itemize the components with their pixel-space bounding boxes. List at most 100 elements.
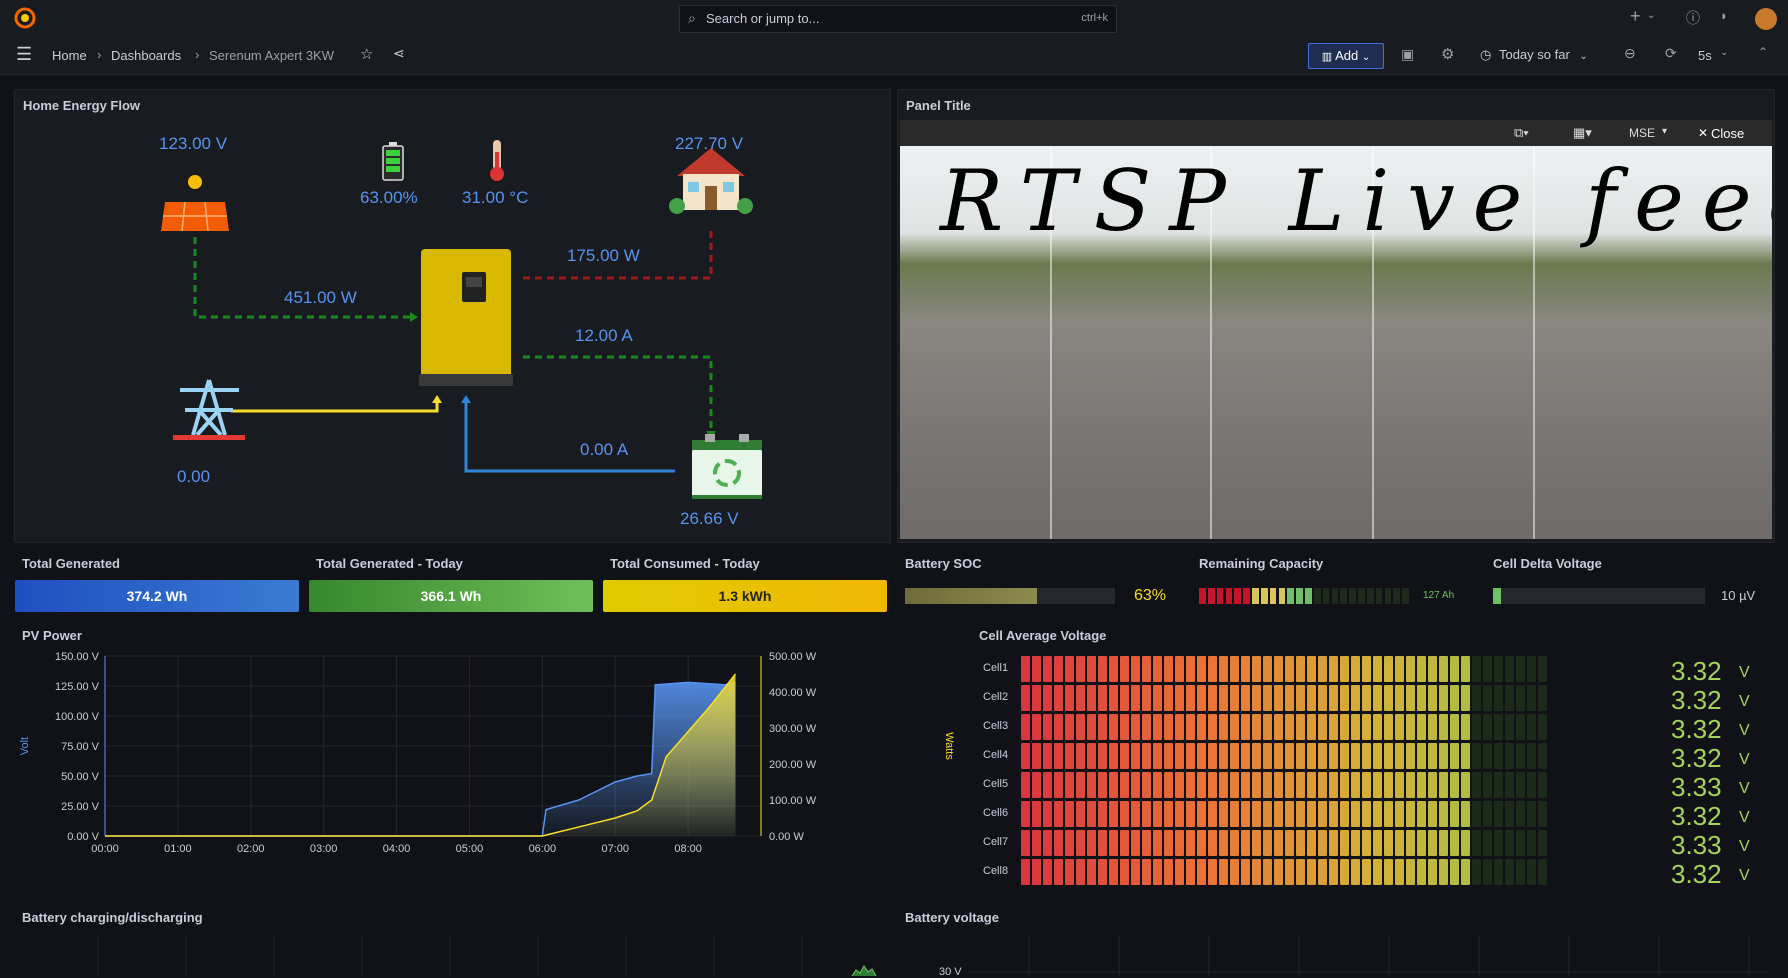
- cell-segment: [1373, 830, 1382, 856]
- cell-segment: [1197, 656, 1206, 682]
- camera-feed[interactable]: RTSP Live feed: [900, 146, 1772, 539]
- search-input[interactable]: ⌕ Search or jump to... ctrl+k: [679, 5, 1117, 33]
- cell-segment: [1395, 656, 1404, 682]
- stream-mode-select[interactable]: MSE: [1629, 126, 1656, 140]
- new-plus-icon[interactable]: +: [1630, 6, 1641, 26]
- cell-segment: [1340, 830, 1349, 856]
- cell-segment: [1087, 859, 1096, 885]
- layout-grid-icon[interactable]: ▦▾: [1573, 125, 1592, 140]
- cell-segment: [1054, 714, 1063, 740]
- cell-segment: [1307, 685, 1316, 711]
- save-icon[interactable]: ▣: [1401, 46, 1415, 62]
- cell-segment: [1450, 685, 1459, 711]
- capacity-segment: [1402, 588, 1409, 604]
- cell-segment: [1373, 714, 1382, 740]
- cell-segment: [1362, 859, 1371, 885]
- collapse-chevron-up-icon[interactable]: ⌃: [1758, 45, 1769, 59]
- chevron-down-icon[interactable]: ▾: [1662, 126, 1668, 137]
- close-button[interactable]: Close: [1711, 126, 1745, 141]
- cell-segment: [1351, 830, 1360, 856]
- cell-segment: [1527, 714, 1536, 740]
- cell-segment: [1241, 859, 1250, 885]
- cell-segment: [1142, 743, 1151, 769]
- add-button[interactable]: ▥ Add ⌄: [1308, 43, 1384, 69]
- cell-segment: [1527, 772, 1536, 798]
- close-icon[interactable]: ✕: [1698, 126, 1709, 140]
- cell-label: Cell5: [983, 778, 1009, 790]
- breadcrumb-dashboards[interactable]: Dashboards: [111, 48, 182, 63]
- cell-segment: [1208, 714, 1217, 740]
- cell-segment: [1252, 743, 1261, 769]
- cell-segment: [1219, 801, 1228, 827]
- cell-segment: [1340, 743, 1349, 769]
- x-tick-label: 05:00: [456, 843, 484, 855]
- star-icon[interactable]: ☆: [360, 46, 374, 63]
- refresh-icon[interactable]: ⟳: [1665, 45, 1677, 61]
- cell-segment: [1219, 772, 1228, 798]
- news-rss-icon[interactable]: ◗: [1720, 8, 1728, 23]
- grafana-logo-icon[interactable]: [14, 7, 36, 29]
- breadcrumb-home[interactable]: Home: [52, 48, 87, 63]
- cell-segment: [1417, 772, 1426, 798]
- cell-segment: [1208, 685, 1217, 711]
- capacity-segment: [1366, 588, 1374, 604]
- user-avatar[interactable]: [1755, 8, 1777, 30]
- chevron-down-icon[interactable]: ⌄: [1720, 47, 1729, 58]
- clock-icon: ◷: [1480, 47, 1492, 62]
- battery-icon: [692, 434, 762, 499]
- cell-segment: [1516, 743, 1525, 769]
- pv-power-value: 451.00 W: [284, 288, 357, 307]
- pv-flow-line: [193, 237, 410, 319]
- cell-segment: [1142, 801, 1151, 827]
- cell-segment: [1439, 859, 1448, 885]
- cell-segment: [1395, 830, 1404, 856]
- cell-segment: [1329, 830, 1338, 856]
- cell-segment: [1527, 859, 1536, 885]
- cell-segment: [1329, 743, 1338, 769]
- settings-gear-icon[interactable]: ⚙: [1441, 46, 1455, 63]
- keyboard-shortcut: ctrl+k: [1081, 12, 1108, 24]
- stat-value: 366.1 Wh: [309, 580, 593, 612]
- cell-segment: [1175, 801, 1184, 827]
- camera-snapshot-icon[interactable]: ⧉▾: [1514, 125, 1529, 140]
- cell-segment: [1483, 656, 1492, 682]
- delta-bar-fill: [1493, 588, 1502, 604]
- cell-segment: [1120, 772, 1129, 798]
- cell-label: Cell3: [983, 720, 1009, 732]
- help-icon[interactable]: ⓘ: [1686, 10, 1700, 26]
- voltage-axis-tick: 30 V: [939, 966, 962, 978]
- zoom-out-icon[interactable]: ⊖: [1624, 45, 1636, 61]
- cell-segment: [1406, 830, 1415, 856]
- cell-segment: [1351, 772, 1360, 798]
- cell-segment: [1263, 685, 1272, 711]
- cell-segment: [1076, 743, 1085, 769]
- battery-level-icon: [382, 142, 404, 181]
- cell-segment: [1461, 859, 1470, 885]
- cell-segment: [1087, 830, 1096, 856]
- share-icon[interactable]: ⋖: [393, 45, 405, 61]
- cell-segment: [1021, 714, 1030, 740]
- cell-segment: [1120, 859, 1129, 885]
- cell-segment: [1241, 801, 1250, 827]
- cell-segment: [1395, 772, 1404, 798]
- grid-value: 0.00: [177, 467, 211, 486]
- cell-segment: [1098, 801, 1107, 827]
- time-picker[interactable]: ◷ Today so far ⌄: [1480, 43, 1610, 67]
- cell-segment: [1252, 859, 1261, 885]
- cell-segment: [1032, 743, 1041, 769]
- menu-hamburger-icon[interactable]: ☰: [16, 44, 33, 64]
- capacity-segment: [1225, 588, 1233, 604]
- cell-segment: [1274, 685, 1283, 711]
- cell-segment: [1142, 830, 1151, 856]
- cell-segment: [1241, 830, 1250, 856]
- cell-segment: [1087, 685, 1096, 711]
- cell-segment: [1054, 830, 1063, 856]
- cell-segment: [1362, 743, 1371, 769]
- right-axis-label: Watts: [943, 732, 955, 760]
- cell-voltage-panel: Cell Average Voltage Cell1 3.32 V Cell2 3.32…: [971, 626, 1773, 896]
- pv-power-chart[interactable]: 00:00 01:00 02:00 03:00 04:00 05:00 06:00 07:00…: [14, 646, 964, 896]
- chevron-down-icon[interactable]: ⌄: [1647, 10, 1656, 21]
- refresh-interval[interactable]: 5s: [1698, 48, 1712, 63]
- cell-segment: [1021, 830, 1030, 856]
- cell-segment: [1527, 801, 1536, 827]
